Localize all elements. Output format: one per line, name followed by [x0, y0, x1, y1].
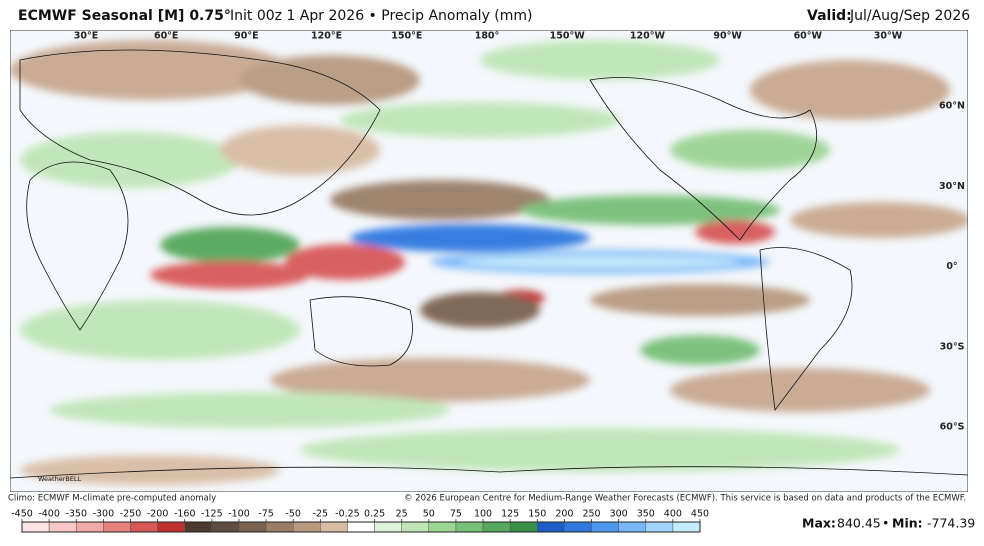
- colorbar-bin: [347, 521, 375, 533]
- anomaly-field: [10, 40, 968, 485]
- colorbar-tick-label: -0.25: [335, 509, 360, 520]
- colorbar-tick-label: 100: [474, 509, 492, 520]
- colorbar-bin: [564, 521, 592, 533]
- colorbar-tick-label: -200: [147, 509, 169, 520]
- colorbar-bin: [672, 521, 701, 533]
- colorbar-bin: [482, 521, 511, 533]
- colorbar-bin: [292, 521, 321, 533]
- colorbar-tick-label: 150: [528, 509, 546, 520]
- colorbar-bin: [75, 521, 104, 533]
- longitude-label: 30°E: [74, 31, 98, 42]
- colorbar-tick-label: 350: [637, 509, 655, 520]
- colorbar-tick-label: 0.25: [364, 509, 385, 520]
- longitude-label: 180°: [475, 31, 500, 42]
- colorbar-tick-label: -250: [120, 509, 142, 520]
- colorbar-tick-label: -75: [258, 509, 274, 520]
- longitude-label: 150°E: [391, 31, 422, 42]
- colorbar-tick-label: 25: [396, 509, 408, 520]
- latitude-label: 0°: [946, 261, 957, 272]
- graticule-labels: 30°E 60°E 90°E 120°E 150°E 180° 150°W 120°W 90°W…: [74, 31, 965, 433]
- colorbar-tick-label: 200: [555, 509, 573, 520]
- colorbar-bin: [48, 521, 77, 533]
- latitude-label: 30°S: [940, 341, 965, 352]
- longitude-label: 30°W: [874, 31, 903, 42]
- colorbar-bin: [21, 521, 50, 533]
- colorbar-tick-label: -160: [174, 509, 196, 520]
- colorbar-tick-label: 125: [501, 509, 519, 520]
- colorbar-tick-label: 400: [664, 509, 682, 520]
- colorbar-frame: [21, 521, 701, 533]
- colorbar-tick-label: -125: [201, 509, 223, 520]
- colorbar-bin: [265, 521, 294, 533]
- run-info: Init 00z 1 Apr 2026 • Precip Anomaly (mm…: [230, 8, 533, 24]
- colorbar-bin: [618, 521, 647, 533]
- coastlines: [10, 49, 968, 479]
- colorbar-bin: [645, 521, 674, 533]
- copyright: © 2026 European Centre for Medium-Range …: [404, 494, 966, 504]
- colorbar-tick-label: 450: [691, 509, 709, 520]
- colorbar-tick-label: -50: [285, 509, 301, 520]
- colorbar-tick-label: -350: [65, 509, 87, 520]
- colorbar-tick-label: 50: [423, 509, 435, 520]
- separator: •: [882, 516, 889, 531]
- latitude-label: 60°S: [940, 422, 965, 433]
- colorbar-tick-label: -400: [38, 509, 60, 520]
- colorbar-bin: [184, 521, 213, 533]
- colorbar-bin: [537, 521, 565, 533]
- colorbar-tick-label: 75: [450, 509, 462, 520]
- longitude-label: 90°W: [713, 31, 742, 42]
- min-value: -774.39: [927, 516, 975, 531]
- longitude-label: 60°E: [154, 31, 178, 42]
- colorbar-bin: [401, 521, 430, 533]
- colorbar-tick-label: 300: [610, 509, 628, 520]
- colorbar-bin: [374, 521, 402, 533]
- colorbar-tick-label: -300: [93, 509, 115, 520]
- climo-note: Climo: ECMWF M-climate pre-computed anom…: [8, 494, 216, 504]
- colorbar: -450 -400 -350 -300 -250 -200 -160 -125 -100 -75-…: [11, 509, 709, 533]
- colorbar-bin: [591, 521, 619, 533]
- longitude-label: 60°W: [794, 31, 823, 42]
- colorbar-bin: [130, 521, 158, 533]
- longitude-label: 90°E: [234, 31, 258, 42]
- model-title: ECMWF Seasonal [M] 0.75°: [18, 8, 231, 24]
- colorbar-tick-label: -450: [11, 509, 33, 520]
- colorbar-bin: [103, 521, 131, 533]
- map: [10, 30, 968, 492]
- max-value: 840.45: [837, 516, 881, 531]
- longitude-label: 120°W: [630, 31, 666, 42]
- valid-period: Jul/Aug/Sep 2026: [849, 8, 970, 24]
- colorbar-bin: [157, 521, 185, 533]
- colorbar-tick-label: -100: [228, 509, 250, 520]
- longitude-label: 150°W: [550, 31, 586, 42]
- longitude-label: 120°E: [311, 31, 342, 42]
- colorbar-bin: [320, 521, 348, 533]
- logo: WeatherBELL: [38, 475, 82, 483]
- colorbar-bin: [238, 521, 267, 533]
- latitude-label: 60°N: [939, 101, 965, 112]
- valid-label: Valid:: [807, 8, 852, 24]
- colorbar-bin: [455, 521, 484, 533]
- colorbar-tick-label: 250: [582, 509, 600, 520]
- colorbar-bin: [509, 521, 538, 533]
- min-label: Min:: [892, 516, 923, 531]
- latitude-label: 30°N: [939, 181, 965, 192]
- colorbar-tick-label: -25: [313, 509, 329, 520]
- max-label: Max:: [802, 516, 836, 531]
- colorbar-bin: [211, 521, 240, 533]
- colorbar-bin: [428, 521, 457, 533]
